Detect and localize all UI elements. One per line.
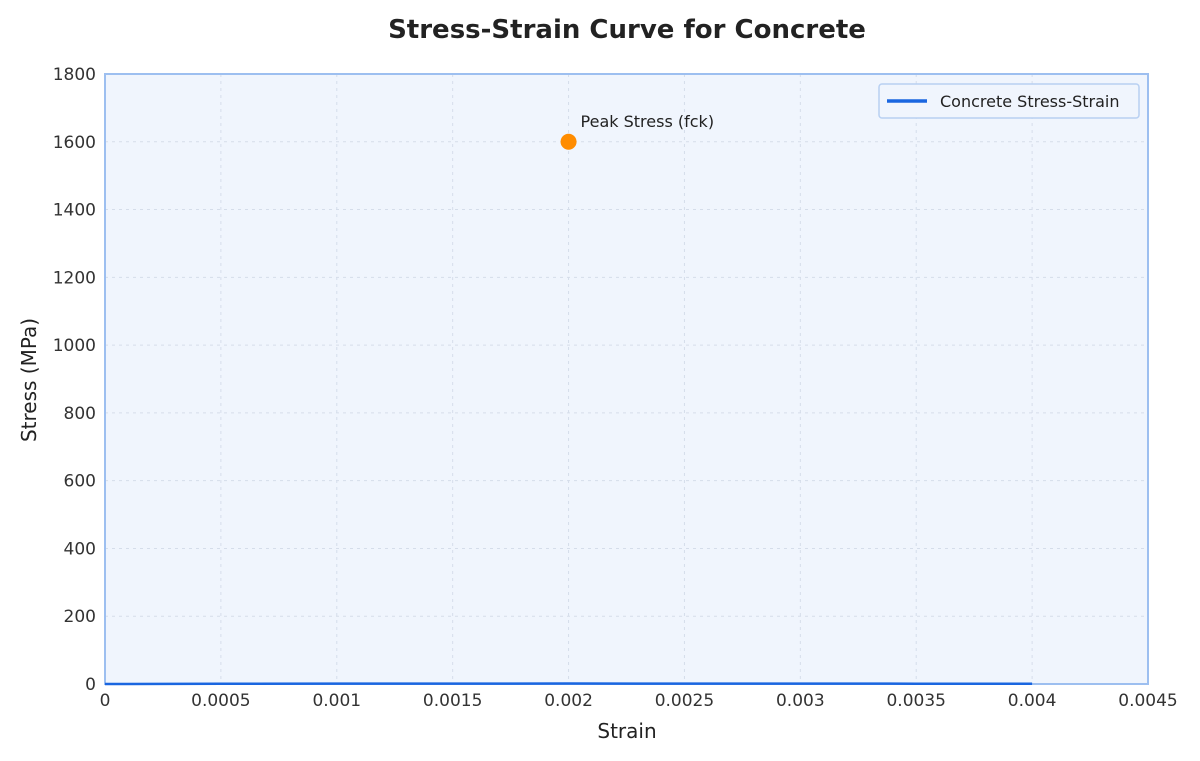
x-tick-label: 0.0005	[191, 691, 250, 711]
x-tick-label: 0.004	[1008, 691, 1057, 711]
x-tick-label: 0.001	[312, 691, 361, 711]
x-tick-label: 0.003	[776, 691, 825, 711]
x-axis-label: Strain	[597, 719, 656, 743]
y-tick-label: 1400	[53, 201, 96, 221]
y-tick-label: 0	[85, 675, 96, 695]
x-tick-label: 0.0025	[655, 691, 714, 711]
y-tick-label: 1800	[53, 65, 96, 85]
y-tick-label: 400	[64, 539, 96, 559]
chart-title: Stress-Strain Curve for Concrete	[388, 15, 866, 45]
legend-box	[878, 83, 1140, 119]
y-tick-label: 1000	[53, 336, 96, 356]
x-tick-label: 0.0035	[886, 691, 945, 711]
y-tick-label: 200	[64, 607, 96, 627]
x-tick-label: 0	[100, 691, 111, 711]
x-tick-label: 0.0015	[423, 691, 482, 711]
peak-stress-annotation: Peak Stress (fck)	[581, 112, 715, 131]
legend-entry-label: Concrete Stress-Strain	[940, 92, 1120, 111]
y-tick-label: 600	[64, 472, 96, 492]
x-tick-label: 0.0045	[1118, 691, 1177, 711]
y-axis-label: Stress (MPa)	[17, 318, 41, 442]
plot-area	[105, 74, 1148, 684]
y-tick-label: 1200	[53, 268, 96, 288]
peak-stress-marker	[560, 133, 577, 150]
y-tick-label: 1600	[53, 133, 96, 153]
y-tick-label: 800	[64, 404, 96, 424]
x-tick-label: 0.002	[544, 691, 593, 711]
